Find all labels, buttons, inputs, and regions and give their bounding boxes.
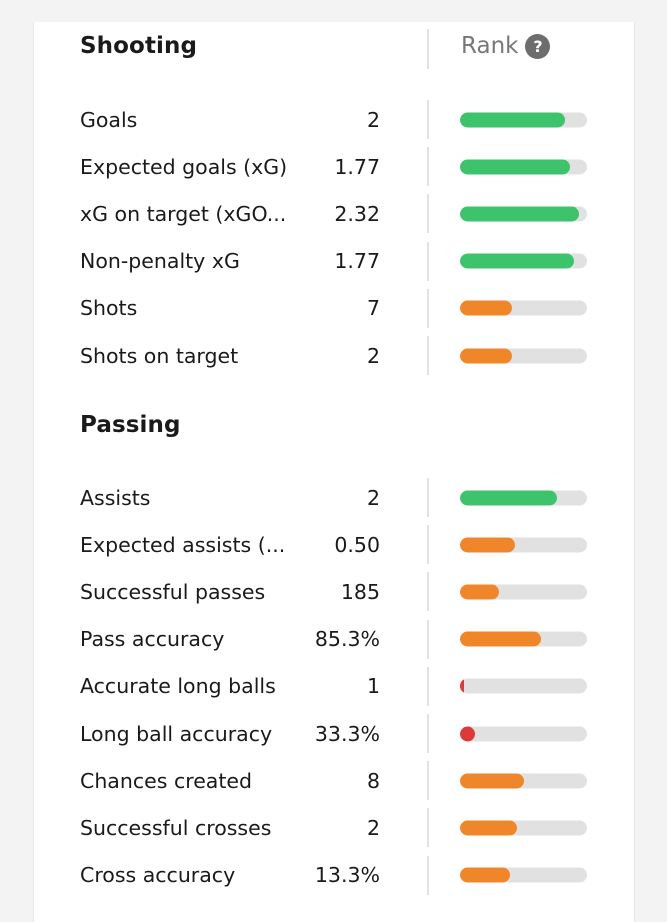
stat-label: Pass accuracy [80,627,225,652]
row-divider [427,761,429,801]
stat-label: Successful crosses [80,815,272,840]
stat-label: Successful passes [80,579,266,604]
section-title-shooting: Shooting [80,33,198,59]
stat-value: 2.32 [334,201,380,226]
question-mark-icon[interactable]: ? [525,33,551,59]
stat-row-long-ball-accuracy[interactable]: Long ball accuracy 33.3% [0,710,667,757]
stat-row-cross-accuracy[interactable]: Cross accuracy 13.3% [0,852,667,899]
stat-label: xG on target (xGO... [80,201,287,226]
stat-row-expected-assists[interactable]: Expected assists (... 0.50 [0,521,667,568]
stat-value: 8 [366,768,380,793]
rank-bar-fill [460,867,510,883]
rank-bar-fill [460,112,565,127]
stat-label: Shots [80,296,138,321]
column-divider [427,29,429,69]
stat-row-shots[interactable]: Shots 7 [0,285,667,332]
stat-value: 33.3% [314,721,380,746]
stat-row-assists[interactable]: Assists 2 [0,474,667,521]
stat-label: Shots on target [80,343,239,368]
rank-bar [460,490,587,505]
rank-bar-fill [460,773,524,789]
stat-value: 2 [366,107,380,132]
row-divider [427,666,429,706]
rank-bar [460,726,587,741]
stat-row-pass-accuracy[interactable]: Pass accuracy 85.3% [0,616,667,663]
stat-value: 2 [366,485,380,510]
row-divider [427,478,429,517]
stat-value: 2 [366,343,380,368]
stat-row-non-penalty-xg[interactable]: Non-penalty xG 1.77 [0,238,667,285]
row-divider [427,525,429,565]
stat-label: Accurate long balls [80,674,276,699]
rank-bar [460,159,587,175]
rank-bar [460,348,587,363]
row-divider [427,100,429,139]
rank-bar [460,112,587,127]
rank-bar [460,584,587,600]
rank-bar [460,300,587,316]
stat-label: Non-penalty xG [80,249,240,274]
row-divider [427,855,429,895]
rank-bar-fill [460,584,499,600]
rank-bar-fill [460,300,512,316]
stat-label: Cross accuracy [80,863,236,888]
stat-label: Expected assists (... [80,532,286,557]
stat-label: Goals [80,107,138,132]
rank-bar [460,253,587,269]
row-divider [427,194,429,234]
stat-row-accurate-long-balls[interactable]: Accurate long balls 1 [0,663,667,710]
stat-row-successful-passes[interactable]: Successful passes 185 [0,568,667,615]
row-divider [427,241,429,281]
rank-bar [460,867,587,883]
stat-row-goals[interactable]: Goals 2 [0,96,667,143]
stat-value: 2 [366,815,380,840]
row-divider [427,336,429,375]
stat-value: 1.77 [334,249,380,274]
rank-header-label: Rank [461,33,519,59]
row-divider [427,288,429,328]
rank-bar-fill [460,490,557,505]
top-gap [0,0,667,22]
stat-label: Expected goals (xG) [80,154,288,179]
rank-bar [460,631,587,647]
stat-label: Long ball accuracy [80,721,273,746]
rank-header: Rank ? [461,33,551,59]
stat-label: Chances created [80,768,253,793]
stat-row-successful-crosses[interactable]: Successful crosses 2 [0,804,667,851]
rank-bar-fill [460,206,579,222]
rank-bar [460,206,587,222]
stat-value: 7 [366,296,380,321]
stat-value: 1.77 [334,154,380,179]
rank-bar-fill [460,631,541,647]
rank-bar [460,678,587,694]
row-divider [427,572,429,612]
section-title-passing: Passing [80,412,181,438]
row-divider [427,147,429,187]
stat-row-shots-on-target[interactable]: Shots on target 2 [0,332,667,379]
stat-row-xg-on-target-xgo[interactable]: xG on target (xGO... 2.32 [0,190,667,237]
stat-value: 185 [340,579,380,604]
stat-value: 1 [366,674,380,699]
rank-bar-fill [460,253,574,269]
stat-value: 0.50 [334,532,380,557]
row-divider [427,808,429,848]
rank-bar-fill [460,820,517,836]
rank-bar-fill [460,678,464,694]
row-divider [427,714,429,753]
rank-bar [460,773,587,789]
rank-bar-fill [460,537,515,553]
stat-value: 85.3% [314,627,380,652]
rank-bar [460,537,587,553]
stat-label: Assists [80,485,151,510]
stat-row-expected-goals-xg[interactable]: Expected goals (xG) 1.77 [0,143,667,190]
rank-bar-fill [460,726,475,741]
rank-bar-fill [460,348,512,363]
stat-row-chances-created[interactable]: Chances created 8 [0,757,667,804]
rank-bar [460,820,587,836]
stat-value: 13.3% [314,863,380,888]
row-divider [427,619,429,659]
rank-bar-fill [460,159,570,175]
